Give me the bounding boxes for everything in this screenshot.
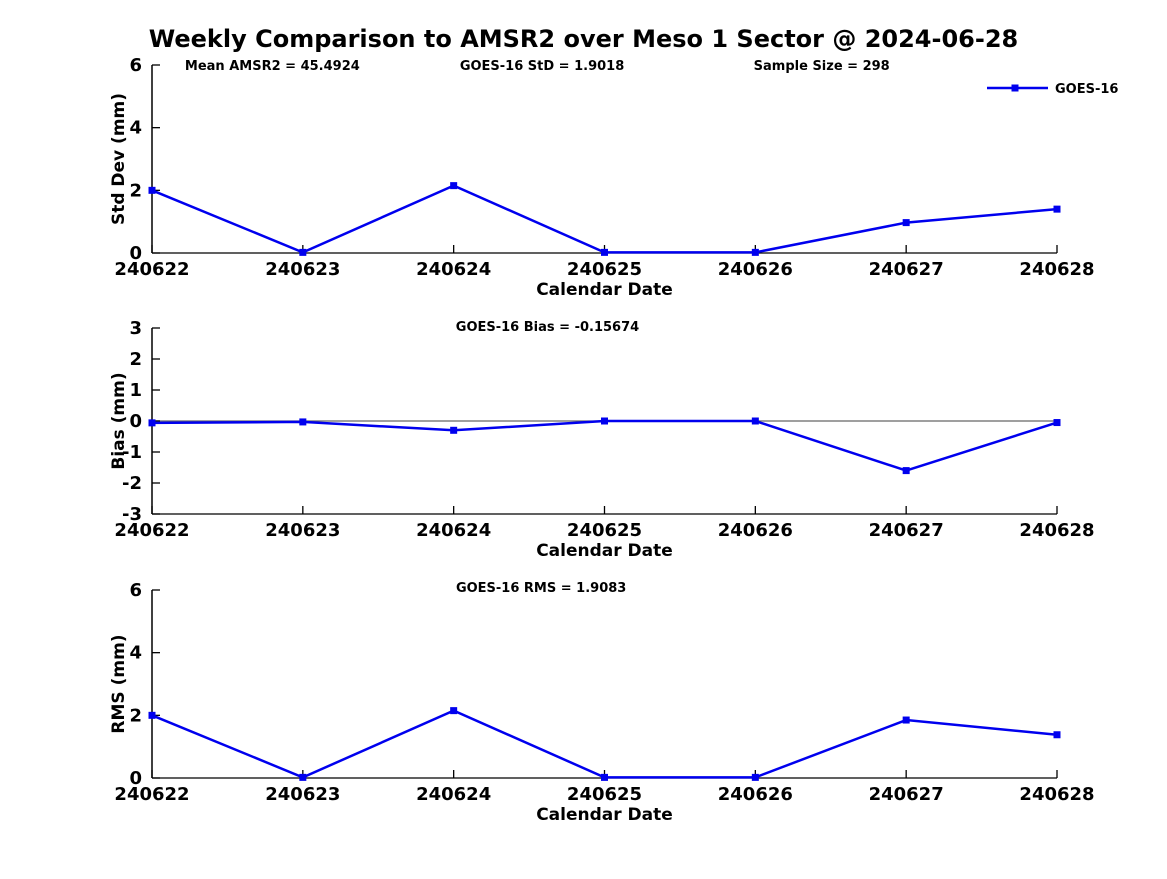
data-point-marker <box>299 418 307 426</box>
subplot-bias: -3 -2 -1 0 1 2 3 240622 240623 240624 240625 240626… <box>109 318 1095 561</box>
data-point-marker <box>148 419 156 427</box>
stat-annotation: GOES-16 RMS = 1.9083 <box>456 581 626 596</box>
figure-title: Weekly Comparison to AMSR2 over Meso 1 S… <box>148 25 1019 53</box>
y-axis-label: Std Dev (mm) <box>109 93 129 225</box>
data-point-marker <box>902 716 910 724</box>
data-point-marker <box>450 182 458 190</box>
x-axis-label: Calendar Date <box>536 541 673 561</box>
stat-annotation: Sample Size = 298 <box>754 59 890 74</box>
x-tick-label: 240623 <box>265 784 340 805</box>
y-tick-label: -1 <box>122 442 142 463</box>
data-point-marker <box>1053 731 1061 739</box>
y-tick-label: 2 <box>129 705 142 726</box>
x-tick-label: 240623 <box>265 520 340 541</box>
y-tick-label: 0 <box>129 411 142 432</box>
x-tick-label: 240622 <box>114 520 189 541</box>
x-tick-label: 240622 <box>114 784 189 805</box>
data-point-marker <box>148 186 156 194</box>
x-tick-label: 240626 <box>718 784 793 805</box>
x-tick-label: 240627 <box>869 520 944 541</box>
x-tick-label: 240628 <box>1019 520 1094 541</box>
data-point-marker <box>751 417 759 425</box>
y-tick-label: 2 <box>129 180 142 201</box>
subplot-std-dev: 0 2 4 6 240622 240623 240624 240625 240626 240627… <box>109 55 1118 300</box>
legend-label: GOES-16 <box>1055 82 1118 97</box>
series-line-goes-16 <box>151 709 1058 779</box>
x-tick-label: 240626 <box>718 259 793 280</box>
data-point-marker <box>601 773 608 781</box>
y-tick-label: 1 <box>129 380 142 401</box>
x-tick-label: 240624 <box>416 520 491 541</box>
series-line-goes-16 <box>151 184 1058 254</box>
stat-annotation: GOES-16 Bias = -0.15674 <box>456 320 639 335</box>
series-line-goes-16 <box>151 419 1058 472</box>
x-tick-label: 240624 <box>416 259 491 280</box>
x-tick-label: 240627 <box>869 259 944 280</box>
data-point-marker <box>751 773 759 781</box>
x-axis-label: Calendar Date <box>536 280 673 300</box>
y-tick-label: 2 <box>129 349 142 370</box>
y-tick-label: 0 <box>129 768 142 789</box>
data-point-marker <box>601 417 608 425</box>
data-point-marker <box>1053 419 1061 427</box>
x-axis-label: Calendar Date <box>536 805 673 825</box>
stat-annotation: Mean AMSR2 = 45.4924 <box>185 59 360 74</box>
stat-annotation: GOES-16 StD = 1.9018 <box>460 59 624 74</box>
y-tick-label: 4 <box>129 643 142 664</box>
legend-marker <box>1011 84 1019 92</box>
subplot-rms: 0 2 4 6 240622 240623 240624 240625 240626 240627… <box>109 580 1095 825</box>
data-point-marker <box>902 219 910 227</box>
x-tick-label: 240628 <box>1019 259 1094 280</box>
data-point-marker <box>601 248 608 256</box>
x-tick-label: 240627 <box>869 784 944 805</box>
y-tick-label: 4 <box>129 118 142 139</box>
data-point-marker <box>902 467 910 475</box>
y-tick-label: 3 <box>129 318 142 339</box>
data-point-marker <box>148 711 156 719</box>
y-tick-label: -2 <box>122 473 142 494</box>
data-point-marker <box>450 707 458 715</box>
data-point-marker <box>299 773 307 781</box>
x-tick-label: 240622 <box>114 259 189 280</box>
data-point-marker <box>1053 205 1061 213</box>
y-tick-label: 0 <box>129 243 142 264</box>
data-point-marker <box>751 248 759 256</box>
y-tick-label: -3 <box>122 504 142 525</box>
y-tick-label: 6 <box>129 580 142 601</box>
data-point-marker <box>299 248 307 256</box>
y-axis-label: RMS (mm) <box>109 634 129 733</box>
x-tick-label: 240623 <box>265 259 340 280</box>
x-tick-label: 240625 <box>567 259 642 280</box>
y-axis-label: Bias (mm) <box>109 372 129 469</box>
x-tick-label: 240624 <box>416 784 491 805</box>
x-tick-label: 240626 <box>718 520 793 541</box>
y-tick-label: 6 <box>129 55 142 76</box>
legend: GOES-16 <box>987 82 1118 97</box>
x-tick-label: 240625 <box>567 784 642 805</box>
x-tick-label: 240625 <box>567 520 642 541</box>
data-point-marker <box>450 426 458 434</box>
x-tick-label: 240628 <box>1019 784 1094 805</box>
